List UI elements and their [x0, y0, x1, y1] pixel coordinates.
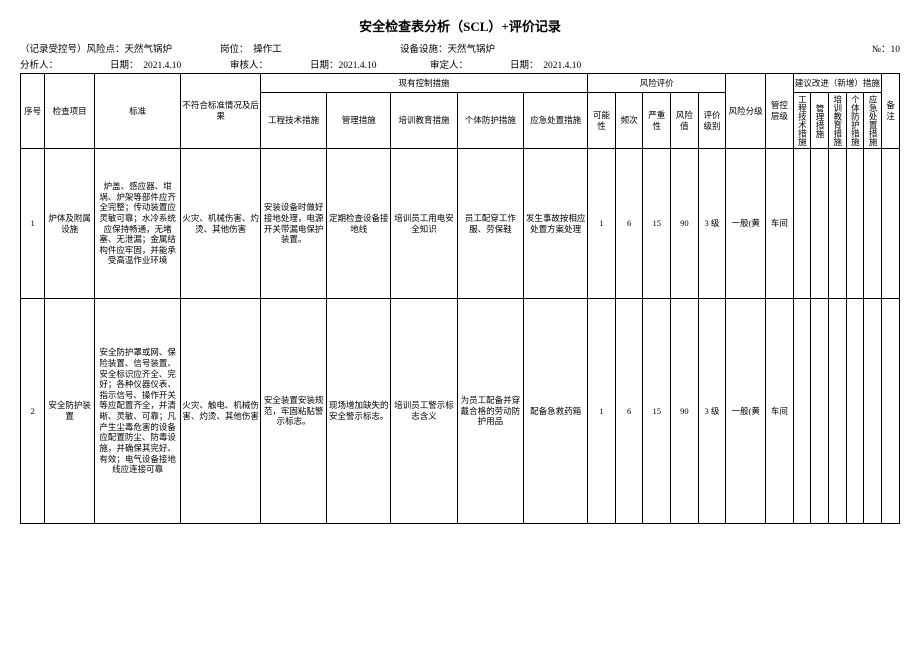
cell-ctrl_eng: 安装设备时做好接地处理，电源开关带漏电保护装置。 — [260, 149, 326, 299]
cell-cl: 车间 — [766, 149, 794, 299]
hdr-ctrl-ppe: 个体防护措施 — [457, 93, 523, 149]
cell-ctrl_train: 培训员工警示标志含义 — [391, 299, 457, 524]
cell-ctrl_mgmt: 定期检查设备接地线 — [327, 149, 391, 299]
hdr-s-emerg: 应急处置措施 — [864, 93, 882, 149]
cell-seq: 2 — [21, 299, 45, 524]
cell-p: 1 — [588, 299, 616, 524]
hdr-lv: 评价级别 — [698, 93, 726, 149]
cell-ctrl_eng: 安全装置安装规范，牢固粘贴警示标志。 — [260, 299, 326, 524]
cell-s2 — [811, 299, 829, 524]
cell-s: 15 — [643, 299, 671, 524]
cell-note — [882, 149, 900, 299]
cell-ctrl_train: 培训员工用电安全知识 — [391, 149, 457, 299]
cell-p: 1 — [588, 149, 616, 299]
cell-lv: 3 级 — [698, 149, 726, 299]
cell-s3 — [829, 149, 847, 299]
cell-f: 6 — [615, 299, 643, 524]
meta-row-1: （记录受控号）风险点：天然气锅炉 岗位： 操作工 设备设施：天然气锅炉 №：10 — [20, 41, 900, 55]
hdr-v: 风险值 — [671, 93, 699, 149]
hdr-s: 严重性 — [643, 93, 671, 149]
cell-ctrl_emerg: 发生事故按相应处置方案处理 — [524, 149, 588, 299]
hdr-s-train: 培训教育措施 — [829, 93, 847, 149]
cell-nonconf: 火灾、触电、机械伤害、灼烫、其他伤害 — [181, 299, 261, 524]
hdr-ctrl-mgmt: 管理措施 — [327, 93, 391, 149]
hdr-ctrl-eng: 工程技术措施 — [260, 93, 326, 149]
cell-standard: 炉盖、感应器、坩埚、炉架等部件应齐全完整；传动装置应灵敏可靠；水冷系统应保持畅通… — [95, 149, 181, 299]
hdr-standard: 标准 — [95, 74, 181, 149]
table-row: 2安全防护装置安全防护罩或网、保险装置、信号装置、安全标识应齐全、完好；各种仪器… — [21, 299, 900, 524]
cell-rg: 一般(黄 — [726, 149, 766, 299]
cell-lv: 3 级 — [698, 299, 726, 524]
hdr-s-eng: 工程技术措施 — [793, 93, 811, 149]
hdr-s-mgmt: 管理措施 — [811, 93, 829, 149]
cell-s4 — [846, 299, 864, 524]
hdr-f: 频次 — [615, 93, 643, 149]
cell-item: 炉体及附属设施 — [45, 149, 95, 299]
hdr-rg: 风险分级 — [726, 74, 766, 149]
scl-table: 序号 检查项目 标准 不符合标准情况及后果 现有控制措施 风险评价 风险分级 管… — [20, 73, 900, 524]
hdr-item: 检查项目 — [45, 74, 95, 149]
page-title: 安全检查表分析（SCL）+评价记录 — [20, 16, 900, 35]
cell-cl: 车间 — [766, 299, 794, 524]
hdr-cl: 管控层级 — [766, 74, 794, 149]
cell-s2 — [811, 149, 829, 299]
cell-standard: 安全防护罩或网、保险装置、信号装置、安全标识应齐全、完好；各种仪器仪表、指示信号… — [95, 299, 181, 524]
table-row: 1炉体及附属设施炉盖、感应器、坩埚、炉架等部件应齐全完整；传动装置应灵敏可靠；水… — [21, 149, 900, 299]
hdr-ctrl-group: 现有控制措施 — [260, 74, 587, 93]
hdr-ctrl-emerg: 应急处置措施 — [524, 93, 588, 149]
cell-s: 15 — [643, 149, 671, 299]
hdr-risk-group: 风险评价 — [588, 74, 726, 93]
cell-seq: 1 — [21, 149, 45, 299]
cell-note — [882, 299, 900, 524]
cell-s5 — [864, 149, 882, 299]
hdr-ctrl-train: 培训教育措施 — [391, 93, 457, 149]
cell-s3 — [829, 299, 847, 524]
cell-s1 — [793, 149, 811, 299]
cell-ctrl_emerg: 配备急救药箱 — [524, 299, 588, 524]
cell-nonconf: 火灾、机械伤害、灼烫、其他伤害 — [181, 149, 261, 299]
hdr-p: 可能性 — [588, 93, 616, 149]
cell-ctrl_ppe: 员工配穿工作服、劳保鞋 — [457, 149, 523, 299]
cell-s4 — [846, 149, 864, 299]
cell-v: 90 — [671, 149, 699, 299]
cell-rg: 一般(黄 — [726, 299, 766, 524]
cell-ctrl_mgmt: 现场增加缺失的安全警示标志。 — [327, 299, 391, 524]
cell-f: 6 — [615, 149, 643, 299]
cell-v: 90 — [671, 299, 699, 524]
cell-ctrl_ppe: 为员工配备并穿戴合格的劳动防护用品 — [457, 299, 523, 524]
cell-s1 — [793, 299, 811, 524]
meta-row-2: 分析人： 日期： 2021.4.10 审核人： 日期：2021.4.10 审定人… — [20, 57, 900, 71]
hdr-s-ppe: 个体防护措施 — [846, 93, 864, 149]
cell-s5 — [864, 299, 882, 524]
hdr-sugg-group: 建议改进（新增）措施 — [793, 74, 881, 93]
hdr-note: 备注 — [882, 74, 900, 149]
hdr-seq: 序号 — [21, 74, 45, 149]
header-row-1: 序号 检查项目 标准 不符合标准情况及后果 现有控制措施 风险评价 风险分级 管… — [21, 74, 900, 93]
hdr-nonconf: 不符合标准情况及后果 — [181, 74, 261, 149]
cell-item: 安全防护装置 — [45, 299, 95, 524]
